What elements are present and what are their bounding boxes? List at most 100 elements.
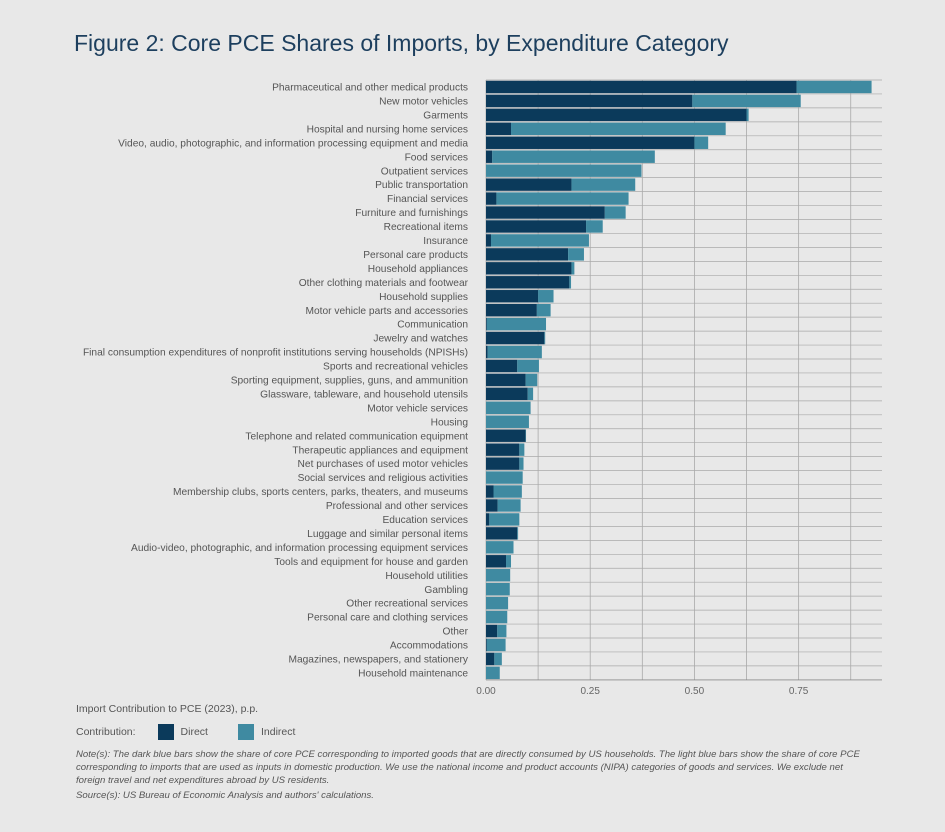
category-label: Accommodations bbox=[390, 641, 468, 652]
bar-direct bbox=[486, 457, 520, 470]
x-axis: 0.00 0.25 0.50 0.75 bbox=[476, 679, 882, 697]
legend-label-indirect: Indirect bbox=[260, 726, 296, 738]
source-line: Source(s): US Bureau of Economic Analysi… bbox=[76, 790, 374, 801]
bar-direct bbox=[486, 290, 539, 303]
bar-indirect bbox=[486, 164, 642, 177]
x-tick-label: 0.75 bbox=[789, 686, 809, 697]
bar-chart: Pharmaceutical and other medical product… bbox=[83, 79, 882, 697]
category-label: Household supplies bbox=[379, 292, 468, 303]
bar-indirect bbox=[487, 345, 542, 359]
bar-indirect bbox=[569, 276, 572, 289]
bar-indirect bbox=[506, 555, 512, 568]
bar-indirect bbox=[492, 150, 655, 163]
category-label: Pharmaceutical and other medical product… bbox=[272, 83, 468, 94]
category-labels: Pharmaceutical and other medical product… bbox=[83, 83, 469, 680]
bar-indirect bbox=[494, 652, 502, 666]
category-label: Other clothing materials and footwear bbox=[299, 278, 469, 289]
bar-indirect bbox=[571, 262, 575, 275]
bar-indirect bbox=[486, 666, 500, 680]
legend-swatch-direct bbox=[157, 724, 174, 740]
bar-direct bbox=[486, 555, 507, 568]
bar-direct bbox=[486, 234, 492, 247]
bar-direct bbox=[486, 122, 512, 136]
bar-direct bbox=[486, 652, 495, 666]
category-label: Gambling bbox=[424, 585, 468, 596]
category-label: Household appliances bbox=[368, 264, 468, 275]
bar-indirect bbox=[493, 485, 522, 498]
category-label: Outpatient services bbox=[381, 166, 468, 177]
bar-direct bbox=[486, 485, 494, 498]
x-tick-label: 0.50 bbox=[685, 686, 705, 697]
category-label: Luggage and similar personal items bbox=[307, 529, 468, 540]
bar-indirect bbox=[517, 359, 539, 373]
bar-direct bbox=[486, 206, 605, 219]
bar-indirect bbox=[486, 638, 506, 652]
legend-swatch-indirect bbox=[237, 724, 254, 740]
category-label: Housing bbox=[431, 417, 469, 428]
category-label: New motor vehicles bbox=[379, 97, 468, 108]
category-label: Professional and other services bbox=[326, 501, 468, 512]
legend-item-direct: Direct bbox=[157, 724, 208, 740]
bar-direct bbox=[486, 443, 520, 456]
footnote: Note(s): The dark blue bars show the sha… bbox=[76, 749, 860, 786]
bar-indirect bbox=[517, 527, 519, 540]
category-label: Insurance bbox=[423, 236, 468, 247]
bar-direct bbox=[486, 303, 537, 317]
category-label: Magazines, newspapers, and stationery bbox=[288, 655, 468, 666]
bar-indirect bbox=[497, 624, 507, 638]
category-label: Furniture and furnishings bbox=[355, 208, 468, 219]
legend-label-direct: Direct bbox=[180, 726, 208, 738]
category-label: Personal care products bbox=[363, 250, 468, 261]
legend-item-indirect: Indirect bbox=[237, 724, 296, 740]
bar-indirect bbox=[489, 513, 520, 526]
bar-indirect bbox=[519, 443, 525, 456]
category-label: Net purchases of used motor vehicles bbox=[298, 459, 468, 470]
category-label: Public transportation bbox=[375, 180, 468, 191]
bar-direct bbox=[486, 331, 545, 345]
bar-indirect bbox=[496, 192, 629, 205]
category-label: Food services bbox=[405, 152, 468, 163]
category-label: Sporting equipment, supplies, guns, and … bbox=[231, 376, 468, 387]
bar-direct bbox=[486, 373, 526, 387]
x-tick-label: 0.25 bbox=[580, 686, 600, 697]
x-tick-label: 0.00 bbox=[476, 686, 496, 697]
x-axis-label: Import Contribution to PCE (2023), p.p. bbox=[76, 703, 259, 715]
category-label: Other recreational services bbox=[346, 599, 468, 610]
bar-indirect bbox=[527, 387, 534, 401]
category-label: Final consumption expenditures of nonpro… bbox=[83, 348, 468, 359]
category-label: Membership clubs, sports centers, parks,… bbox=[173, 487, 468, 498]
bar-indirect bbox=[746, 108, 749, 122]
bar-direct bbox=[486, 108, 747, 122]
category-label: Education services bbox=[382, 515, 468, 526]
bar-indirect bbox=[694, 136, 709, 149]
bar-indirect bbox=[586, 220, 603, 233]
category-label: Recreational items bbox=[384, 222, 468, 233]
bar-direct bbox=[486, 192, 497, 205]
category-label: Audio-video, photographic, and informati… bbox=[131, 543, 468, 554]
bar-indirect bbox=[525, 373, 538, 387]
category-label: Social services and religious activities bbox=[298, 473, 468, 484]
bar-direct bbox=[486, 150, 493, 163]
bar-direct bbox=[486, 220, 587, 233]
bar-indirect bbox=[486, 596, 509, 610]
bar-direct bbox=[486, 345, 488, 359]
category-label: Video, audio, photographic, and informat… bbox=[118, 138, 468, 149]
bar-direct bbox=[486, 527, 518, 540]
bar-indirect bbox=[519, 457, 524, 470]
category-label: Household maintenance bbox=[358, 668, 468, 679]
bar-direct bbox=[486, 94, 693, 108]
bar-direct bbox=[486, 387, 528, 401]
bar-direct bbox=[486, 248, 569, 261]
legend-title: Contribution: bbox=[76, 726, 136, 738]
chart-title: Figure 2: Core PCE Shares of Imports, by… bbox=[74, 30, 729, 56]
bar-indirect bbox=[796, 80, 872, 94]
category-label: Household utilities bbox=[385, 571, 468, 582]
category-label: Personal care and clothing services bbox=[307, 613, 468, 624]
bar-indirect bbox=[692, 94, 801, 108]
bar-indirect bbox=[544, 331, 546, 345]
category-label: Tools and equipment for house and garden bbox=[274, 557, 468, 568]
category-label: Communication bbox=[397, 320, 468, 331]
category-label: Garments bbox=[423, 110, 468, 121]
category-label: Glassware, tableware, and household uten… bbox=[260, 389, 468, 400]
category-label: Other bbox=[443, 627, 469, 638]
